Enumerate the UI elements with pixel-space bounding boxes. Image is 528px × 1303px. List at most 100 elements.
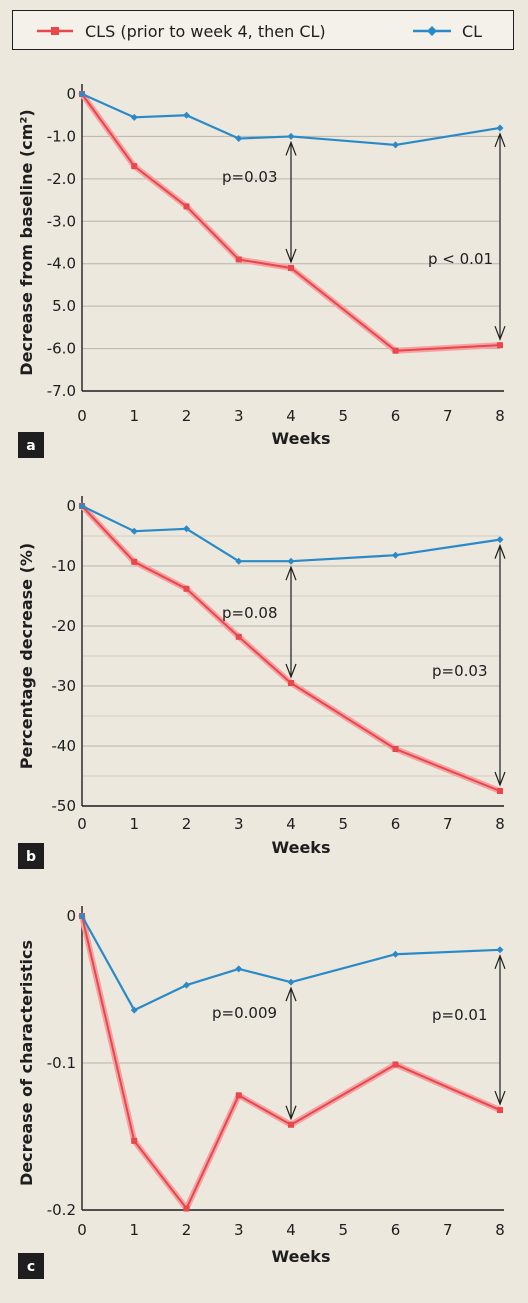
y-tick-label-b: 0 — [66, 497, 76, 515]
annotation-arrowhead-bottom-a-1 — [494, 325, 506, 341]
x-tick-label-c: 6 — [391, 1221, 401, 1239]
x-axis-label-c: Weeks — [272, 1247, 331, 1266]
data-point-cls-c — [288, 1121, 294, 1128]
x-tick-label-c: 4 — [286, 1221, 296, 1239]
annotation-arrowhead-bottom-b-1 — [494, 771, 506, 787]
x-tick-label-b: 8 — [495, 815, 505, 833]
panel-label-b: b — [26, 849, 36, 865]
legend-box: CLS (prior to week 4, then CL) CL — [12, 10, 514, 50]
x-tick-label-c: 7 — [443, 1221, 453, 1239]
y-tick-label-a: -3.0 — [47, 212, 76, 230]
data-point-cl-a — [496, 124, 504, 132]
data-point-cls-c — [183, 1205, 190, 1212]
data-point-cl-c — [287, 978, 295, 986]
p-value-label-c-1: p=0.01 — [432, 1006, 488, 1024]
data-point-cl-a — [78, 90, 86, 98]
data-point-cl-b — [496, 536, 504, 544]
data-point-cl-c — [235, 965, 243, 973]
y-axis-label-a: Decrease from baseline (cm²) — [17, 109, 36, 375]
x-tick-label-a: 8 — [495, 407, 505, 425]
annotation-arrowhead-bottom-c-1 — [494, 1090, 506, 1106]
data-point-cl-b — [183, 525, 190, 533]
legend-label-cl: CL — [462, 22, 482, 41]
data-point-cl-b — [78, 502, 86, 510]
x-tick-label-a: 4 — [286, 407, 296, 425]
p-value-label-a-1: p < 0.01 — [428, 250, 493, 268]
p-value-label-b-0: p=0.08 — [222, 604, 278, 622]
legend-svg: CLS (prior to week 4, then CL) CL — [37, 22, 482, 41]
p-value-label-c-0: p=0.009 — [212, 1004, 277, 1022]
data-point-cls-c — [235, 1092, 242, 1099]
panel-badge-c — [18, 1253, 44, 1279]
legend-marker-cls — [51, 27, 59, 35]
data-point-cls-b — [392, 746, 399, 752]
p-value-label-b-1: p=0.03 — [432, 662, 488, 680]
data-point-cl-b — [130, 527, 138, 535]
x-tick-label-a: 1 — [129, 407, 139, 425]
chart-panel-a: 0-1.0-2.0-3.0-4.05.0-6.0-7.00 1 2 3 4 5 6 7 8Wee… — [17, 84, 506, 458]
data-point-cl-a — [287, 132, 295, 140]
annotation-arrowhead-top-a-0 — [285, 140, 297, 156]
annotation-arrowhead-top-a-1 — [494, 132, 506, 148]
x-tick-label-c: 1 — [129, 1221, 139, 1239]
annotation-arrowhead-top-b-0 — [285, 565, 297, 581]
data-point-cls-b — [235, 633, 242, 640]
y-tick-label-c: -0.1 — [47, 1054, 76, 1072]
y-tick-label-b: -10 — [52, 557, 77, 575]
y-axis-label-c: Decrease of characteristics — [17, 940, 36, 1186]
x-tick-label-b: 1 — [129, 815, 139, 833]
y-tick-label-a: -7.0 — [47, 382, 76, 400]
data-point-cl-c — [78, 912, 86, 920]
data-point-cl-c — [183, 981, 190, 989]
y-tick-label-a: -2.0 — [47, 170, 76, 188]
x-tick-label-a: 2 — [182, 407, 192, 425]
series-line-cl-b — [81, 505, 501, 563]
data-point-cls-a — [288, 264, 294, 271]
annotation-arrowhead-bottom-a-0 — [285, 248, 297, 264]
data-point-cls-b — [497, 788, 503, 794]
y-tick-label-a: -6.0 — [47, 340, 76, 358]
data-point-cl-b — [287, 557, 295, 565]
x-tick-label-b: 6 — [391, 815, 401, 833]
data-point-cls-a — [131, 163, 138, 170]
y-tick-label-c: -0.2 — [47, 1201, 76, 1219]
y-tick-label-b: -30 — [52, 677, 77, 695]
x-tick-label-b: 4 — [286, 815, 296, 833]
panel-label-c: c — [27, 1259, 35, 1275]
legend-label-cls: CLS (prior to week 4, then CL) — [85, 22, 326, 41]
x-tick-label-c: 2 — [182, 1221, 192, 1239]
data-point-cls-c — [392, 1061, 399, 1068]
x-tick-label-c: 0 — [77, 1221, 87, 1239]
data-point-cl-a — [130, 113, 138, 121]
p-value-label-a-0: p=0.03 — [222, 168, 278, 186]
data-point-cls-b — [288, 680, 294, 686]
data-point-cl-a — [392, 141, 399, 149]
data-point-cl-c — [392, 950, 399, 958]
data-point-cl-c — [496, 946, 504, 954]
data-point-cl-a — [235, 135, 243, 143]
data-point-cl-c — [130, 1006, 138, 1014]
y-tick-label-b: -40 — [52, 737, 77, 755]
legend-entry-cls: CLS (prior to week 4, then CL) — [37, 22, 326, 41]
y-tick-label-b: -20 — [52, 617, 77, 635]
x-tick-label-b: 0 — [77, 815, 87, 833]
annotation-arrowhead-top-b-1 — [494, 543, 506, 559]
data-point-cls-c — [131, 1137, 138, 1144]
y-axis-label-b: Percentage decrease (%) — [17, 543, 36, 769]
x-tick-label-c: 8 — [495, 1221, 505, 1239]
data-point-cl-b — [392, 551, 399, 559]
x-tick-label-a: 3 — [234, 407, 244, 425]
data-point-cls-a — [392, 347, 399, 354]
data-point-cls-a — [497, 342, 503, 349]
y-tick-label-a: -1.0 — [47, 127, 76, 145]
x-tick-label-b: 2 — [182, 815, 192, 833]
x-tick-label-a: 6 — [391, 407, 401, 425]
y-tick-label-a: 0 — [66, 85, 76, 103]
data-point-cls-b — [183, 585, 190, 592]
chart-panel-b: 0-10-20-30-40-500 1 2 3 4 5 6 7 8WeeksPercentage… — [17, 496, 506, 869]
data-point-cls-b — [131, 558, 138, 565]
data-point-cls-a — [235, 256, 242, 263]
annotation-arrowhead-bottom-b-0 — [285, 663, 297, 679]
legend-marker-cl — [427, 26, 437, 36]
